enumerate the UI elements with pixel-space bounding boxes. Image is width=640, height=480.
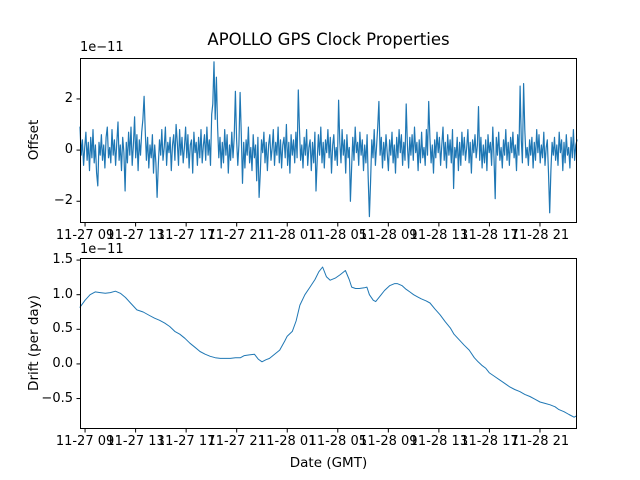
offset-x-tick-label: 11-28 17: [460, 228, 519, 243]
offset-plot-area: [76, 58, 578, 227]
offset-x-tick-label: 11-28 13: [409, 228, 469, 243]
drift-x-tick-label: 11-27 13: [106, 434, 165, 449]
offset-x-tick-label: 11-27 09: [55, 228, 115, 243]
offset-axis-exponent-label: 1e−11: [80, 40, 124, 55]
drift-y-tick-label: 0.5: [52, 321, 73, 337]
chart-title: APOLLO GPS Clock Properties: [207, 30, 450, 49]
drift-plot-area: [76, 258, 578, 433]
offset-y-tick-label: −2: [53, 193, 73, 209]
offset-y-tick-label: 0: [64, 142, 73, 158]
drift-axis-exponent-label: 1e−11: [80, 242, 124, 257]
offset-x-tick-label: 11-28 01: [258, 228, 317, 243]
drift-y-tick-label: 1.0: [52, 286, 73, 302]
drift-y-tick-label: 1.5: [52, 252, 73, 268]
offset-axes-frame: [80, 58, 577, 223]
offset-x-tick-label: 11-28 09: [359, 228, 418, 243]
offset-x-tick-label: 11-28 05: [308, 228, 368, 243]
drift-axes-frame: [80, 258, 577, 429]
drift-x-tick-label: 11-28 05: [308, 434, 368, 449]
offset-x-tick-label: 11-28 21: [510, 228, 570, 243]
drift-x-tick-label: 11-28 09: [359, 434, 418, 449]
drift-y-tick-label: −0.5: [41, 390, 73, 406]
drift-x-tick-label: 11-27 09: [55, 434, 115, 449]
offset-x-tick-label: 11-27 17: [156, 228, 216, 243]
offset-y-axis-label: Offset: [26, 119, 42, 161]
drift-x-tick-label: 11-28 21: [510, 434, 570, 449]
drift-series-line: [79, 266, 578, 418]
drift-x-tick-label: 11-27 21: [207, 434, 266, 449]
offset-series-line: [79, 61, 578, 218]
x-axis-label: Date (GMT): [289, 455, 368, 471]
offset-x-tick-label: 11-27 13: [106, 228, 165, 243]
drift-x-tick-label: 11-28 17: [460, 434, 519, 449]
offset-y-tick-label: 2: [64, 90, 73, 106]
drift-x-tick-label: 11-28 13: [409, 434, 469, 449]
drift-x-tick-label: 11-27 17: [156, 434, 216, 449]
drift-y-axis-label: Drift (per day): [26, 295, 42, 391]
drift-y-tick-label: 0.0: [52, 355, 73, 371]
offset-x-tick-label: 11-27 21: [207, 228, 266, 243]
drift-x-tick-label: 11-28 01: [258, 434, 317, 449]
